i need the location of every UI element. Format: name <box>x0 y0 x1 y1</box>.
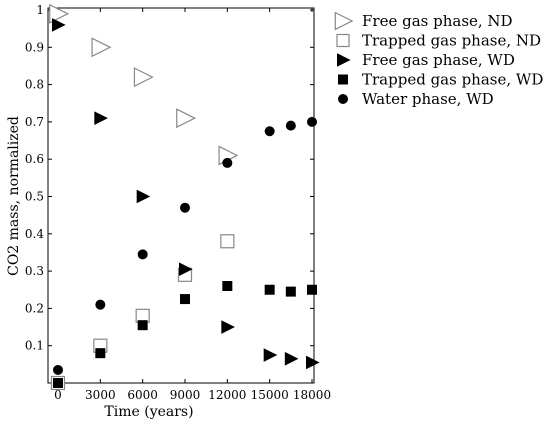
data-point-series-1 <box>176 108 197 129</box>
x-tick-label: 0 <box>54 388 62 402</box>
data-point-series-1 <box>91 37 112 58</box>
legend-marker <box>338 94 348 104</box>
y-tick-label: 0.6 <box>25 152 44 166</box>
data-point-series-3 <box>263 348 278 362</box>
legend-marker <box>334 11 354 31</box>
legend-label: Water phase, WD <box>362 90 494 108</box>
data-point-series-5 <box>137 249 148 260</box>
y-tick-label: 0.1 <box>25 339 44 353</box>
x-tick-label: 6000 <box>127 388 158 402</box>
data-point-series-3 <box>221 320 235 334</box>
legend-marker <box>337 53 351 67</box>
legend-label: Trapped gas phase, WD <box>362 71 543 89</box>
y-tick-label: 0.7 <box>25 115 44 129</box>
data-point-series-5 <box>264 126 275 137</box>
data-point-series-5 <box>53 364 63 375</box>
data-point-series-3 <box>306 355 320 370</box>
data-point-series-1 <box>133 67 154 88</box>
x-tick-label: 9000 <box>170 388 201 402</box>
legend-label: Trapped gas phase, ND <box>362 32 541 50</box>
y-axis-ticks: 0.1 0.2 0.3 0.4 0.5 0.6 0.7 0.8 0.9 1 <box>25 3 314 353</box>
y-tick-label: 0.2 <box>25 301 44 315</box>
y-tick-label: 0.4 <box>25 227 44 241</box>
x-tick-label: 12000 <box>208 388 246 402</box>
y-tick-label: 1 <box>36 3 44 17</box>
legend-marker <box>336 33 350 48</box>
data-point-series-4 <box>137 320 148 331</box>
data-point-series-2 <box>220 234 235 249</box>
legend-label: Free gas phase, WD <box>362 51 515 69</box>
data-point-series-4 <box>180 294 190 305</box>
data-point-series-4 <box>53 378 63 388</box>
y-tick-label: 0.8 <box>25 78 44 92</box>
y-tick-label: 0.3 <box>25 264 44 278</box>
legend-label: Free gas phase, ND <box>362 12 513 30</box>
data-point-series-4 <box>285 286 296 297</box>
data-point-series-4 <box>307 284 317 295</box>
data-point-series-5 <box>307 116 317 127</box>
data-point-series-3 <box>52 18 66 32</box>
data-point-series-5 <box>222 157 233 168</box>
legend-marker <box>338 74 348 85</box>
x-tick-label: 3000 <box>85 388 116 402</box>
data-point-series-4 <box>222 281 233 292</box>
x-axis-ticks: 0 3000 6000 9000 12000 15000 18000 <box>54 8 331 402</box>
data-point-series-3 <box>284 351 299 366</box>
x-axis-label: Time (years) <box>104 404 193 420</box>
data-point-series-5 <box>95 299 106 310</box>
data-point-series-3 <box>94 111 108 125</box>
data-point-series-5 <box>285 120 296 131</box>
x-tick-label: 18000 <box>293 388 331 402</box>
data-point-series-4 <box>95 348 106 359</box>
x-tick-label: 15000 <box>251 388 289 402</box>
legend: Free gas phase, ND Trapped gas phase, NDF… <box>334 11 543 108</box>
data-point-series-1 <box>49 3 70 24</box>
data-point-series-3 <box>136 189 151 204</box>
y-tick-label: 0.5 <box>25 190 44 204</box>
data-points <box>49 3 320 391</box>
data-point-series-3 <box>179 262 193 277</box>
plot-frame <box>47 7 315 384</box>
y-axis-label: CO2 mass, normalized <box>6 116 22 276</box>
data-point-series-5 <box>180 202 190 213</box>
y-tick-label: 0.9 <box>25 40 44 54</box>
data-point-series-4 <box>264 284 275 295</box>
